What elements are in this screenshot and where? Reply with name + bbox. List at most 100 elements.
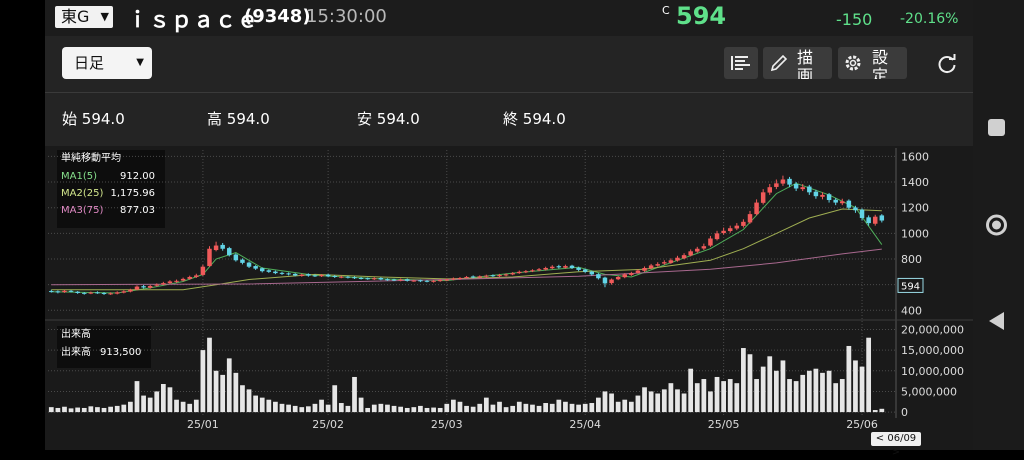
candle-body bbox=[701, 246, 707, 249]
volume-bar bbox=[793, 381, 799, 413]
market-select[interactable]: 東G ▼ bbox=[55, 6, 113, 28]
candle-body bbox=[167, 281, 173, 284]
period-select[interactable]: 日足 ▼ bbox=[62, 47, 152, 79]
legend-name: MA3(75) bbox=[61, 205, 103, 216]
candle-body bbox=[319, 275, 324, 277]
volume-bar bbox=[418, 405, 423, 413]
candle-body bbox=[174, 280, 179, 282]
volume-bar bbox=[134, 381, 140, 413]
volume-bar bbox=[635, 395, 641, 413]
candle-body bbox=[213, 245, 219, 251]
date-tag[interactable]: < 06/09 > bbox=[871, 432, 921, 458]
pencil-icon bbox=[770, 54, 788, 72]
volume-bar bbox=[240, 385, 245, 413]
candle-body bbox=[813, 191, 819, 197]
candle-body bbox=[121, 291, 127, 293]
candle-body bbox=[233, 254, 239, 261]
volume-bar bbox=[167, 387, 173, 413]
candle-body bbox=[767, 187, 773, 193]
volume-bar bbox=[154, 391, 160, 413]
candle-body bbox=[299, 274, 305, 276]
price-flag: C bbox=[662, 4, 670, 17]
volume-bar bbox=[787, 379, 792, 413]
volume-bar bbox=[385, 404, 390, 413]
draw-button[interactable]: 描画 bbox=[763, 47, 832, 79]
candle-body bbox=[88, 292, 94, 294]
volume-bar bbox=[668, 383, 674, 413]
x-tick-label: 25/05 bbox=[708, 418, 740, 431]
candle-body bbox=[411, 280, 417, 282]
volume-bar bbox=[62, 406, 67, 413]
candle-body bbox=[543, 267, 548, 270]
home-button[interactable] bbox=[986, 214, 1007, 236]
candle-body bbox=[259, 268, 265, 272]
y-tick-label: 1600 bbox=[901, 150, 929, 163]
settings-button[interactable]: 設定 bbox=[838, 47, 907, 79]
candle-body bbox=[49, 291, 54, 293]
candle-body bbox=[615, 276, 621, 280]
volume-bar bbox=[378, 403, 384, 413]
candle-body bbox=[385, 279, 390, 281]
volume-bar bbox=[767, 356, 773, 413]
stock-code: (9348) bbox=[244, 6, 311, 27]
x-tick-label: 25/06 bbox=[846, 418, 878, 431]
candle-body bbox=[325, 274, 331, 277]
candle-body bbox=[312, 275, 318, 277]
volume-bar bbox=[576, 404, 581, 413]
volume-bar bbox=[220, 374, 226, 413]
candle-body bbox=[695, 248, 700, 252]
period-label: 日足 bbox=[74, 54, 105, 72]
candle-body bbox=[681, 255, 687, 259]
candle-body bbox=[648, 265, 654, 269]
volume-bar bbox=[582, 403, 588, 413]
candle-body bbox=[517, 271, 522, 274]
volume-bar bbox=[352, 376, 357, 413]
volume-bar bbox=[114, 405, 120, 413]
x-tick-label: 25/02 bbox=[312, 418, 344, 431]
volume-bar bbox=[431, 407, 436, 413]
candle-body bbox=[180, 278, 186, 281]
volume-bar bbox=[780, 360, 786, 413]
volume-bar bbox=[141, 395, 146, 413]
candle-body bbox=[108, 293, 113, 295]
volume-bar bbox=[773, 370, 779, 413]
volume-bar bbox=[358, 397, 364, 413]
refresh-button[interactable] bbox=[935, 52, 959, 76]
candle-body bbox=[714, 233, 720, 240]
volume-bar bbox=[365, 407, 371, 413]
candle-body bbox=[820, 194, 825, 197]
candle-body bbox=[220, 244, 225, 249]
x-tick-label: 25/03 bbox=[431, 418, 463, 431]
recents-button[interactable] bbox=[988, 119, 1005, 136]
summary-value: 594.0 bbox=[522, 110, 566, 128]
nav-icons bbox=[986, 119, 1007, 330]
volume-bar bbox=[760, 366, 766, 413]
volume-bar bbox=[457, 401, 463, 413]
candle-body bbox=[780, 179, 786, 184]
indicator-button[interactable] bbox=[724, 47, 758, 79]
volume-bar bbox=[622, 399, 628, 413]
volume-bar bbox=[411, 407, 417, 413]
candle-body bbox=[846, 200, 852, 208]
volume-bar bbox=[661, 389, 667, 413]
volume-bar bbox=[200, 350, 206, 413]
volume-bar bbox=[483, 397, 489, 413]
y-tick-label: 800 bbox=[901, 253, 922, 266]
candle-body bbox=[550, 266, 555, 269]
candle-body bbox=[464, 276, 469, 278]
back-button[interactable] bbox=[989, 312, 1004, 330]
candle-body bbox=[378, 277, 384, 280]
candle-body bbox=[134, 286, 140, 290]
candle-body bbox=[510, 273, 515, 275]
candle-body bbox=[629, 273, 634, 275]
candle-body bbox=[576, 267, 581, 270]
volume-bar bbox=[312, 403, 318, 413]
candle-body bbox=[279, 272, 285, 274]
volume-legend-label: 出来高 bbox=[61, 345, 91, 358]
candle-body bbox=[273, 271, 278, 274]
volume-bar bbox=[826, 370, 832, 413]
candle-body bbox=[523, 271, 529, 273]
volume-bar bbox=[859, 366, 865, 413]
volume-bar bbox=[497, 401, 502, 413]
candle-body bbox=[668, 260, 674, 263]
